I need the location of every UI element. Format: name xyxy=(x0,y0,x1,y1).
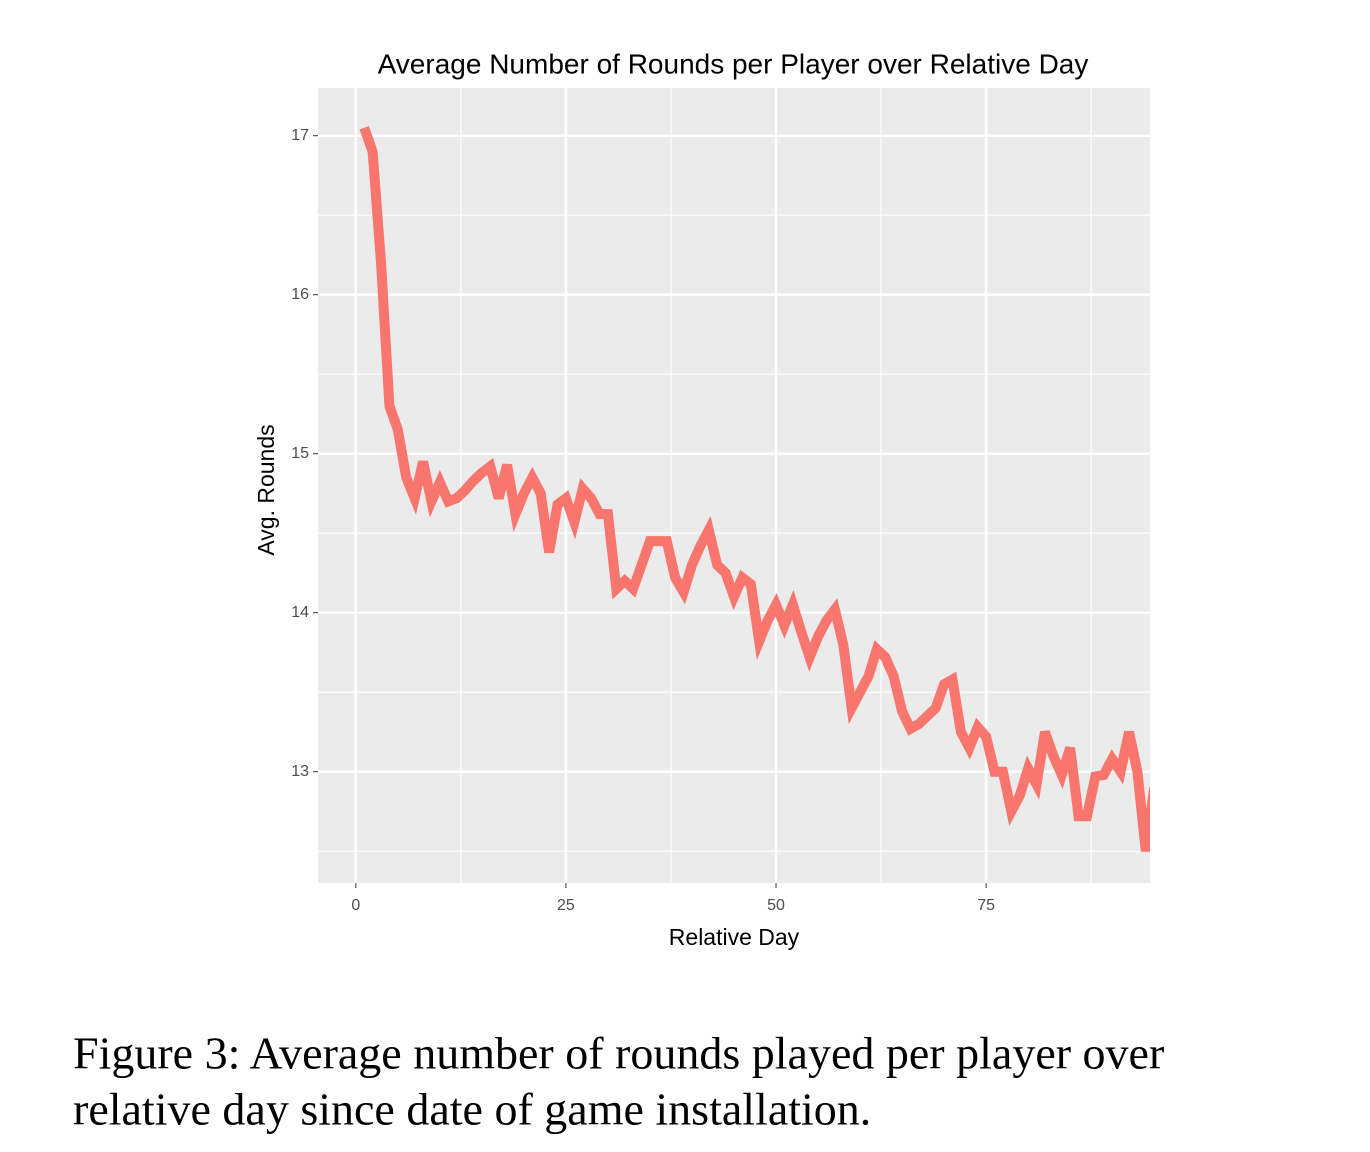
chart-title: Average Number of Rounds per Player over… xyxy=(378,48,1089,79)
y-tick-label: 13 xyxy=(291,763,309,780)
y-tick-label: 17 xyxy=(291,127,309,144)
y-tick-label: 16 xyxy=(291,286,309,303)
panel xyxy=(318,88,1150,883)
x-tick-label: 50 xyxy=(767,897,785,914)
x-tick-label: 0 xyxy=(351,897,360,914)
x-tick-label: 75 xyxy=(977,897,995,914)
y-tick-label: 14 xyxy=(291,604,309,621)
caption-line: Figure 3: Average number of rounds playe… xyxy=(73,1028,1164,1079)
caption-line: relative day since date of game installa… xyxy=(73,1084,871,1135)
x-tick-label: 25 xyxy=(557,897,575,914)
y-axis-label: Avg. Rounds xyxy=(253,424,279,555)
data-line xyxy=(359,126,1150,852)
x-axis-label: Relative Day xyxy=(669,924,800,950)
y-tick-label: 15 xyxy=(291,445,309,462)
